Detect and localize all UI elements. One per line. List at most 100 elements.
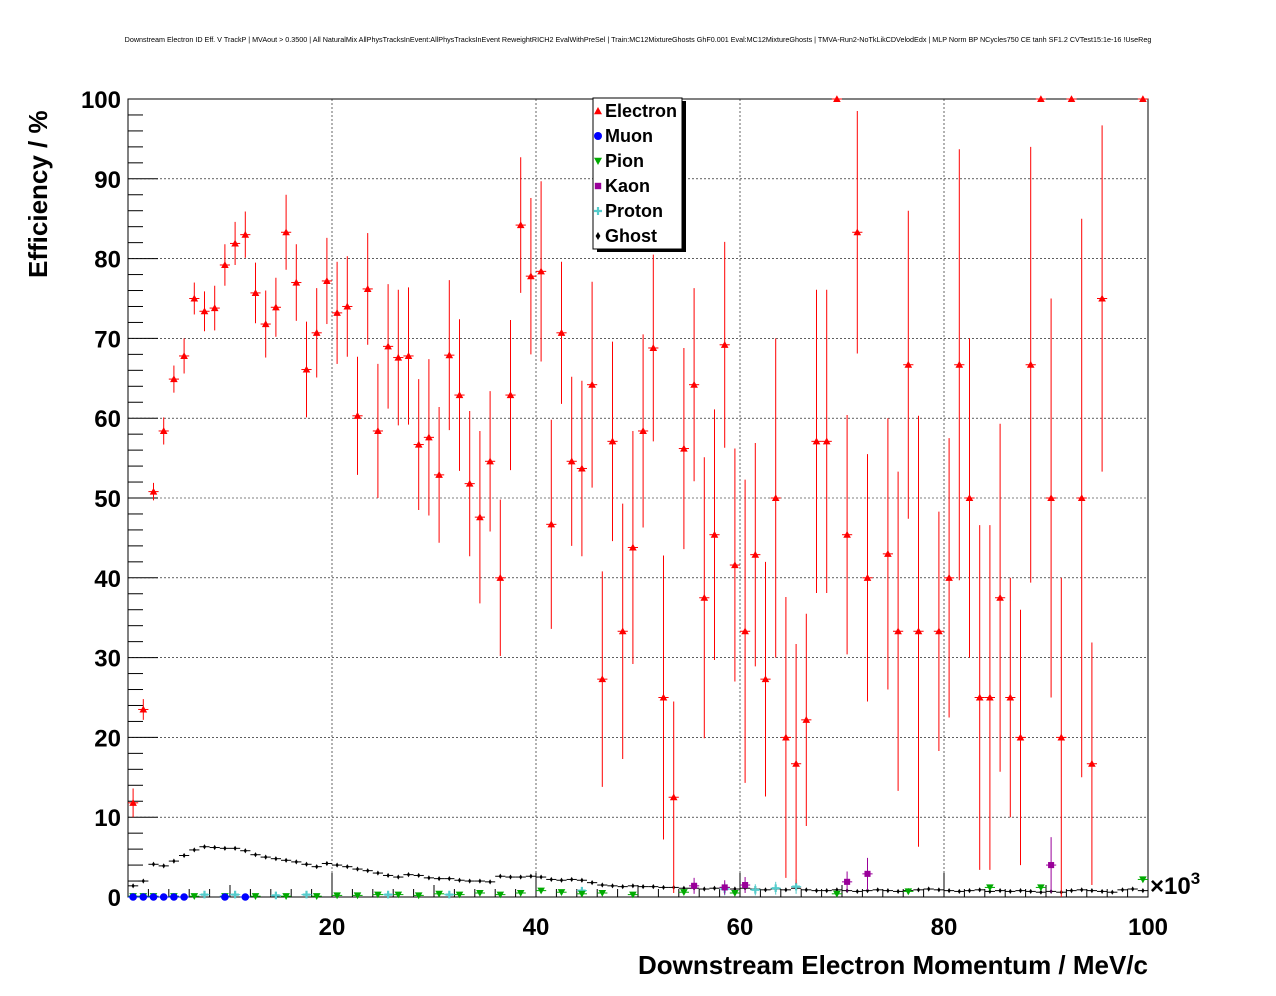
ghost-point [998,888,1002,894]
electron-point [425,433,433,441]
pion-point [333,892,341,900]
ghost-point [182,852,186,859]
legend-item-pion: Pion [594,151,644,171]
electron-point [190,294,199,302]
electron-point [945,574,953,581]
pion-point [557,889,566,897]
electron-point [384,342,392,350]
electron-point [210,304,219,312]
muon-point [180,893,188,901]
legend-item-kaon: Kaon [594,176,650,196]
y-tick-label: 100 [81,87,121,114]
x-axis-multiplier-base: ×10 [1150,873,1191,900]
ghost-point [549,876,553,883]
pion-point [904,888,913,896]
x-tick-label: 100 [1128,914,1168,941]
electron-point [741,627,749,635]
ghost-point [1008,888,1012,895]
pion-point [833,890,841,898]
electron-point [435,471,443,478]
ghost-point [651,884,655,890]
electron-point [710,530,719,538]
electron-point [659,693,668,701]
electron-point [669,793,678,801]
electron-point [496,574,505,581]
electron-point [680,444,688,452]
ghost-point [580,877,584,883]
ghost-point [151,861,156,867]
legend-marker-muon [594,132,602,140]
electron-point [200,307,209,315]
series-ghost [128,844,1148,895]
ghost-point [1090,888,1094,894]
ghost-point [988,888,992,895]
electron-point [904,360,913,368]
electron-point [751,550,760,558]
kaon-point [742,881,749,889]
pion-point [516,889,525,897]
electron-point [639,427,647,435]
electron-point [129,799,137,806]
electron-point [312,329,321,336]
muon-point [241,893,250,901]
electron-point [986,693,994,701]
proton-point [302,890,311,899]
ghost-point [192,847,196,853]
pion-point [537,887,545,895]
ghost-point [682,885,686,891]
electron-point [792,759,800,767]
legend-box [592,97,683,250]
electron-point [761,675,770,683]
pion-point [1139,876,1147,884]
electron-point [149,487,158,495]
electron-point [629,543,637,551]
ghost-point [223,845,227,851]
ghost-point [784,887,788,893]
legend-item-electron: Electron [594,101,677,121]
ghost-point [427,875,431,881]
ghost-point [600,882,604,888]
legend-item-ghost: Ghost [595,226,657,246]
ghost-point [488,879,492,885]
ghost-point [264,854,268,860]
y-tick-label: 70 [94,326,121,353]
ghost-point [468,878,472,884]
electron-point [965,494,974,502]
pion-point [578,890,586,898]
ghost-point [896,888,900,895]
electron-point [1098,294,1106,302]
ghost-point [1069,888,1074,894]
electron-point [884,550,892,557]
electron-point [812,437,821,445]
electron-point [394,353,403,361]
muon-point [129,893,137,901]
electron-point [159,427,168,435]
legend-label-pion: Pion [605,151,644,171]
ghost-point [1100,888,1104,895]
y-tick-label: 20 [94,725,121,752]
electron-point [802,716,811,723]
electron-point [731,561,739,569]
chart-title: Downstream Electron ID Eff. V TrackP | M… [125,35,1152,44]
ghost-point [141,878,145,884]
ghost-point [498,873,502,879]
ghost-point [519,874,523,880]
electron-point [251,289,260,296]
electron-point [975,693,984,701]
ghost-point [478,878,482,884]
legend-label-ghost: Ghost [605,226,657,246]
ghost-point [202,844,207,850]
legend-marker-pion [594,157,602,165]
electron-point [241,230,250,238]
pion-point [353,892,362,900]
ghost-point [835,887,839,893]
electron-point [231,239,239,247]
electron-point [414,440,423,448]
data-points [128,95,1148,901]
electron-point [1047,494,1055,502]
proton-point [272,891,280,900]
ghost-point [1018,888,1023,894]
electron-point [333,309,341,316]
x-tick-label: 60 [727,914,754,941]
electron-point [221,261,229,269]
